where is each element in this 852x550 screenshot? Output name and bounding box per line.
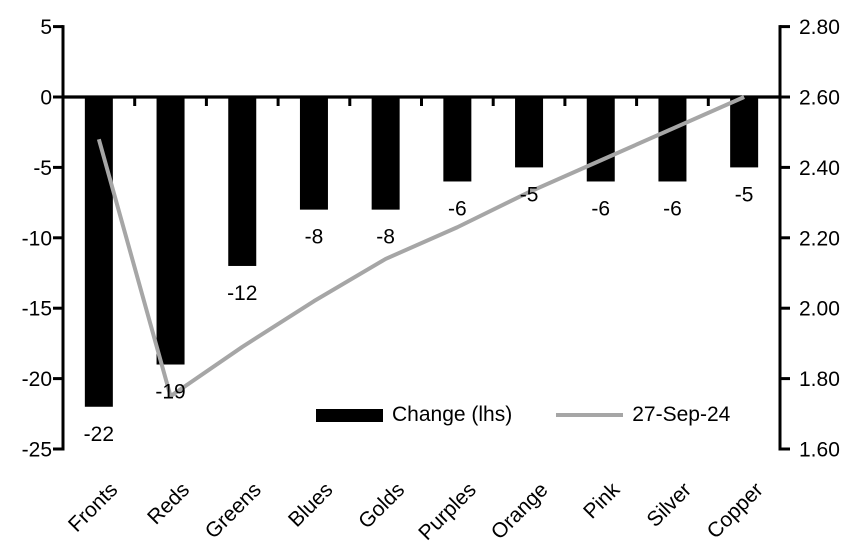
bar-value-label: -22 (84, 423, 114, 446)
bar-blues (299, 97, 328, 210)
bar-pink (586, 97, 615, 182)
bar-value-label: -6 (663, 197, 682, 220)
bar-fronts (84, 97, 113, 407)
right-axis-tick-label: 1.60 (799, 439, 840, 462)
legend-bar-swatch-icon (316, 408, 383, 422)
right-axis-tick-label: 2.80 (799, 16, 840, 39)
right-axis: 2.80 2.60 2.40 2.20 2.00 1.80 1.60 (778, 16, 840, 462)
left-axis-tick-label: 0 (40, 87, 52, 110)
bar-value-label: -19 (155, 381, 185, 404)
left-axis-tick-label: 5 (40, 16, 52, 39)
left-axis-tick-label: -5 (33, 157, 52, 180)
legend-line-label: 27-Sep-24 (632, 403, 731, 426)
left-axis-tick-label: -10 (22, 227, 52, 250)
category-label-greens: Greens (201, 478, 266, 543)
right-axis-tick-label: 1.80 (799, 368, 840, 391)
bar-greens (228, 97, 257, 266)
bar-reds (156, 97, 185, 365)
category-label-blues: Blues (284, 478, 337, 531)
category-labels: Fronts Reds Greens Blues Golds Purples Orange P… (64, 478, 768, 545)
bar-purples (443, 97, 472, 182)
bar-orange (515, 97, 544, 168)
bar-value-label: -5 (735, 183, 754, 206)
bar-copper (730, 97, 759, 168)
x-axis (61, 95, 782, 106)
right-axis-tick-label: 2.60 (799, 87, 840, 110)
category-label-silver: Silver (643, 478, 696, 531)
bar-value-label: -5 (520, 183, 539, 206)
bar-golds (371, 97, 400, 210)
right-axis-tick-label: 2.00 (799, 298, 840, 321)
bar-value-label: -8 (376, 226, 395, 249)
bar-series (84, 97, 759, 407)
left-axis-tick-label: -15 (22, 298, 52, 321)
right-axis-tick-label: 2.20 (799, 227, 840, 250)
left-axis-tick-label: -20 (22, 368, 52, 391)
category-label-orange: Orange (487, 478, 553, 544)
legend: Change (lhs) 27-Sep-24 (316, 403, 730, 427)
bar-silver (658, 97, 687, 182)
bar-value-labels: -22 -19 -12 -8 -8 -6 -5 -6 -6 -5 (84, 183, 754, 445)
bar-value-label: -8 (305, 226, 324, 249)
bar-value-label: -6 (591, 197, 610, 220)
category-label-reds: Reds (143, 478, 194, 529)
legend-line-swatch-icon (556, 413, 624, 417)
category-label-copper: Copper (703, 478, 768, 543)
right-axis-tick-label: 2.40 (799, 157, 840, 180)
legend-bar-label: Change (lhs) (392, 403, 513, 426)
category-label-pink: Pink (579, 478, 625, 524)
category-label-fronts: Fronts (64, 478, 122, 536)
left-axis-tick-label: -25 (22, 439, 52, 462)
category-label-purples: Purples (414, 478, 481, 545)
category-label-golds: Golds (354, 478, 409, 533)
bar-value-label: -12 (227, 282, 257, 305)
line-series (96, 95, 745, 399)
left-axis: 5 0 -5 -10 -15 -20 -25 (22, 16, 65, 462)
bar-value-label: -6 (448, 197, 467, 220)
